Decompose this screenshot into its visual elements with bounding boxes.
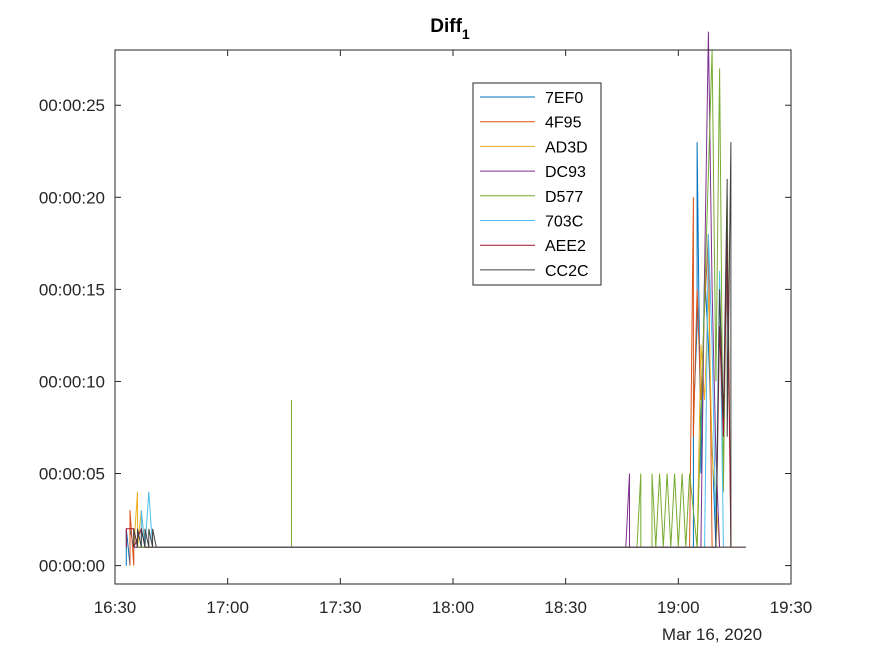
series-line-D577 [137,49,732,548]
legend-label-4F95: 4F95 [545,115,582,132]
x-tick-label-4: 18:30 [544,598,587,617]
plot-area [115,50,791,584]
series-layer [125,31,746,566]
y-tick-label-0: 00:00:00 [39,557,105,576]
x-tick-label-6: 19:30 [770,598,813,617]
axis-layer: 16:30 17:00 17:30 18:00 18:30 19:00 19:30 00:00… [39,50,812,617]
legend-label-CC2C: CC2C [545,263,589,280]
x-tick-label-3: 18:00 [432,598,475,617]
legend-box [472,82,602,286]
legend-label-AD3D: AD3D [545,139,588,156]
y-tick-label-4: 00:00:20 [39,188,105,207]
chart-title: Diff1 [430,16,470,42]
series-line-CC2C [133,142,732,548]
chart-title-subscript: 1 [462,26,470,42]
legend-label-DC93: DC93 [545,164,586,181]
x-tick-label-1: 17:00 [206,598,249,617]
y-tick-label-5: 00:00:25 [39,96,105,115]
x-tick-label-5: 19:00 [657,598,700,617]
legend-label-AEE2: AEE2 [545,238,586,255]
y-tick-label-3: 00:00:15 [39,280,105,299]
legend-label-703C: 703C [545,214,583,231]
legend: 7EF0 4F95 AD3D DC93 D577 703C AEE2 CC2C [472,82,602,286]
x-tick-label-2: 17:30 [319,598,362,617]
x-axis-date-label: Mar 16, 2020 [662,625,762,644]
legend-label-D577: D577 [545,189,583,206]
legend-label-7EF0: 7EF0 [545,90,583,107]
y-tick-label-2: 00:00:10 [39,372,105,391]
chart-title-main: Diff [430,16,462,37]
x-tick-label-0: 16:30 [94,598,137,617]
series-line-DC93 [133,31,721,548]
y-tick-label-1: 00:00:05 [39,465,105,484]
